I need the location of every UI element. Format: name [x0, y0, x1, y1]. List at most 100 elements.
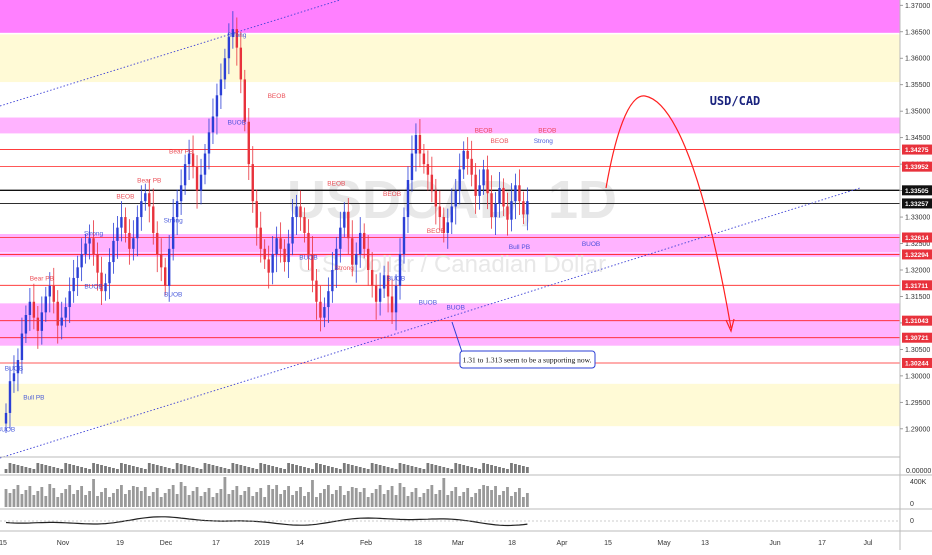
volume-bar-15	[64, 489, 68, 507]
candle-body-9	[40, 312, 44, 331]
volume-bar-27	[112, 493, 115, 507]
candle-body-15	[64, 307, 67, 318]
volume-bar-42	[171, 485, 175, 507]
candle-body-128	[514, 185, 517, 202]
pattern-label-26: Strong	[534, 138, 554, 145]
candle-body-26	[108, 262, 111, 284]
strip-bar-120	[482, 463, 485, 473]
strip-bar-48	[195, 468, 199, 473]
candle-body-20	[84, 243, 87, 255]
candle-body-83	[335, 248, 338, 270]
volume-bar-30	[124, 494, 127, 507]
candle-body-43	[175, 201, 179, 218]
strip-bar-81	[326, 466, 330, 473]
volume-bar-101	[406, 496, 410, 507]
volume-bar-64	[259, 488, 263, 507]
strip-bar-115	[462, 465, 466, 473]
volume-bar-96	[386, 490, 390, 507]
strip-bar-30	[124, 464, 127, 473]
tick-label-1: 1.36500	[905, 29, 930, 36]
candle-body-62	[251, 164, 254, 202]
candle-body-66	[267, 259, 270, 273]
pattern-label-23: BEOB	[490, 138, 508, 145]
volume-bar-46	[187, 495, 191, 507]
candle-body-8	[36, 317, 40, 331]
candle-body-55	[223, 58, 227, 80]
watermark-description: U.S. Dollar / Canadian Dollar	[298, 251, 606, 278]
strip-bar-37	[151, 464, 155, 473]
strip-bar-28	[116, 469, 119, 473]
volume-bar-48	[195, 487, 199, 507]
volume-bars	[4, 477, 529, 507]
strip-bar-86	[346, 464, 350, 473]
strip-bar-8	[36, 463, 40, 473]
candle-body-78	[315, 280, 318, 302]
volume-bar-67	[271, 489, 275, 507]
tick-label-9: 1.32500	[905, 241, 930, 248]
candle-body-13	[56, 301, 59, 326]
strip-bar-13	[56, 468, 60, 473]
candle-body-30	[124, 217, 127, 233]
candle-body-14	[60, 317, 63, 326]
zone-5	[0, 303, 900, 346]
volume-bar-50	[203, 492, 207, 507]
strip-bar-40	[163, 467, 167, 473]
zone-0	[0, 0, 900, 33]
strip-bar-99	[398, 463, 402, 473]
volume-bar-80	[323, 489, 326, 507]
time-label-17: Jul	[864, 540, 873, 547]
annotation-callout[interactable]: 1.31 to 1.313 seem to be a supporting no…	[451, 321, 596, 369]
strip-bar-46	[187, 466, 191, 473]
volume-bar-22	[92, 479, 95, 507]
strip-bar-119	[478, 469, 482, 473]
candle-body-98	[394, 285, 398, 313]
volume-bar-3	[16, 485, 20, 507]
candle-body-84	[339, 227, 342, 249]
volume-bar-51	[207, 488, 211, 507]
strip-bar-100	[402, 464, 406, 473]
volume-bar-34	[139, 491, 143, 507]
candle-body-119	[478, 185, 481, 196]
volume-bar-1	[8, 493, 12, 507]
time-label-13: May	[657, 540, 671, 547]
volume-bar-56	[227, 494, 231, 507]
strip-bar-112	[450, 469, 454, 473]
pattern-label-25: BEOB	[538, 127, 556, 134]
projection-curve	[605, 95, 732, 329]
volume-bar-69	[279, 494, 283, 507]
time-axis[interactable]: 15 Nov 19 Dec 17 2019 14 Feb 18 Mar 18 Apr 15 May 13 Ju…	[0, 540, 873, 547]
volume-bar-12	[52, 488, 56, 507]
volume-zero-label: 0	[910, 501, 914, 508]
strip-bar-68	[275, 467, 279, 473]
strip-bar-39	[159, 466, 163, 473]
strip-bar-54	[219, 467, 223, 473]
volume-bar-106	[426, 489, 430, 507]
volume-bar-119	[478, 489, 482, 507]
volume-bar-32	[131, 486, 135, 507]
strip-bar-78	[315, 463, 318, 473]
strip-bar-50	[203, 463, 207, 473]
volume-bar-124	[498, 495, 501, 507]
volume-bar-110	[442, 478, 446, 507]
price-tag-5: 1.32294	[905, 252, 929, 259]
strip-bar-75	[303, 467, 306, 473]
volume-bar-33	[135, 487, 139, 507]
strip-bar-18	[76, 466, 80, 473]
candle-body-22	[92, 238, 95, 255]
candle-body-113	[454, 190, 457, 207]
horizontal-levels	[0, 149, 900, 364]
volume-bar-65	[263, 497, 267, 507]
volume-bar-19	[80, 486, 84, 507]
strip-bar-103	[414, 467, 418, 473]
tick-label-14: 1.30000	[905, 373, 930, 380]
price-tag-bg-2	[902, 185, 932, 196]
time-label-10: 18	[508, 540, 516, 547]
volume-bar-74	[299, 487, 302, 507]
price-axis[interactable]	[899, 0, 932, 550]
volume-bar-125	[502, 491, 505, 507]
strip-bar-29	[120, 463, 123, 473]
time-label-9: Mar	[452, 540, 465, 547]
candle-body-80	[323, 307, 326, 318]
